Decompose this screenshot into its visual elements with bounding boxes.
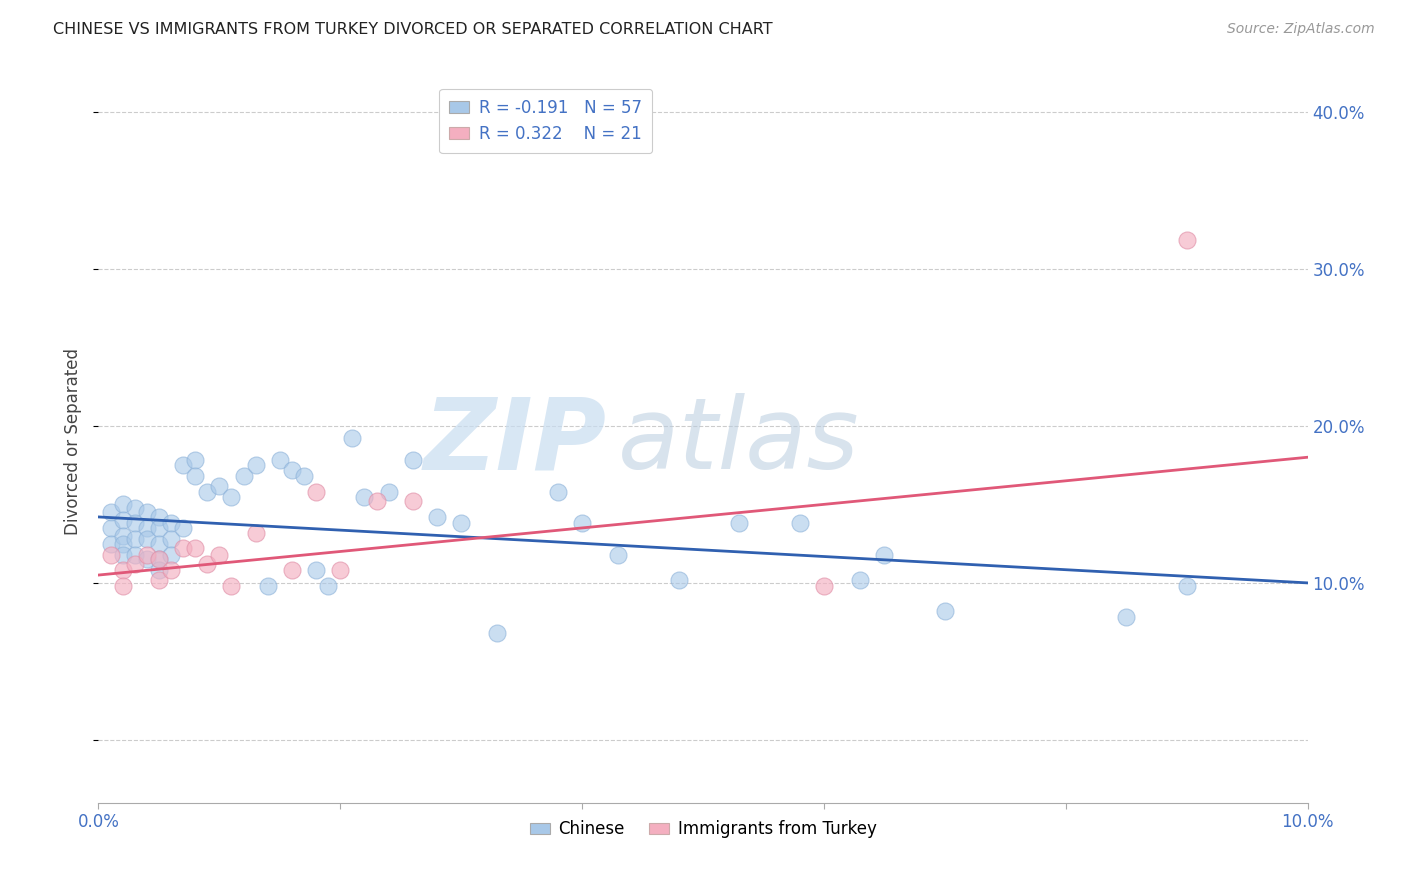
Point <box>124 500 146 515</box>
Point <box>148 563 170 577</box>
Point <box>135 532 157 546</box>
Y-axis label: Divorced or Separated: Divorced or Separated <box>65 348 83 535</box>
Point <box>148 536 170 550</box>
Point <box>789 516 811 531</box>
Point <box>184 469 207 483</box>
Point <box>124 532 146 546</box>
Text: atlas: atlas <box>619 393 860 490</box>
Point <box>571 516 593 531</box>
Point <box>316 579 339 593</box>
Point <box>148 552 170 566</box>
Point <box>111 497 134 511</box>
Point <box>124 557 146 571</box>
Point <box>172 521 194 535</box>
Point <box>221 579 243 593</box>
Point <box>849 573 872 587</box>
Point <box>221 490 243 504</box>
Point <box>160 532 183 546</box>
Point <box>342 431 364 445</box>
Point <box>366 494 388 508</box>
Point <box>184 541 207 556</box>
Point <box>486 626 509 640</box>
Point <box>547 484 569 499</box>
Point <box>124 516 146 531</box>
Point <box>148 521 170 535</box>
Point <box>281 563 304 577</box>
Point <box>245 458 267 472</box>
Point <box>292 469 315 483</box>
Point <box>450 516 472 531</box>
Point <box>256 579 278 593</box>
Point <box>172 541 194 556</box>
Point <box>1175 234 1198 248</box>
Point <box>245 525 267 540</box>
Point <box>728 516 751 531</box>
Point <box>934 604 956 618</box>
Text: Source: ZipAtlas.com: Source: ZipAtlas.com <box>1227 22 1375 37</box>
Point <box>135 521 157 535</box>
Point <box>100 521 122 535</box>
Text: CHINESE VS IMMIGRANTS FROM TURKEY DIVORCED OR SEPARATED CORRELATION CHART: CHINESE VS IMMIGRANTS FROM TURKEY DIVORC… <box>53 22 773 37</box>
Point <box>100 548 122 562</box>
Point <box>402 494 425 508</box>
Point <box>184 453 207 467</box>
Point <box>135 505 157 519</box>
Point <box>377 484 399 499</box>
Point <box>160 516 183 531</box>
Point <box>402 453 425 467</box>
Point <box>100 505 122 519</box>
Point <box>281 463 304 477</box>
Point <box>148 510 170 524</box>
Point <box>426 510 449 524</box>
Point <box>305 484 328 499</box>
Point <box>873 548 896 562</box>
Point <box>607 548 630 562</box>
Point <box>111 513 134 527</box>
Point <box>111 536 134 550</box>
Point <box>1175 579 1198 593</box>
Point <box>195 557 218 571</box>
Point <box>160 563 183 577</box>
Point <box>148 552 170 566</box>
Point <box>135 548 157 562</box>
Legend: Chinese, Immigrants from Turkey: Chinese, Immigrants from Turkey <box>523 814 883 845</box>
Point <box>111 548 134 562</box>
Point <box>232 469 254 483</box>
Point <box>195 484 218 499</box>
Point <box>111 529 134 543</box>
Point <box>305 563 328 577</box>
Point <box>124 548 146 562</box>
Point <box>208 478 231 492</box>
Point <box>172 458 194 472</box>
Point <box>329 563 352 577</box>
Point <box>160 548 183 562</box>
Point <box>353 490 375 504</box>
Point <box>111 579 134 593</box>
Point <box>100 536 122 550</box>
Text: ZIP: ZIP <box>423 393 606 490</box>
Point <box>111 563 134 577</box>
Point <box>269 453 291 467</box>
Point <box>668 573 690 587</box>
Point <box>148 573 170 587</box>
Point <box>813 579 835 593</box>
Point <box>135 552 157 566</box>
Point <box>1115 610 1137 624</box>
Point <box>208 548 231 562</box>
